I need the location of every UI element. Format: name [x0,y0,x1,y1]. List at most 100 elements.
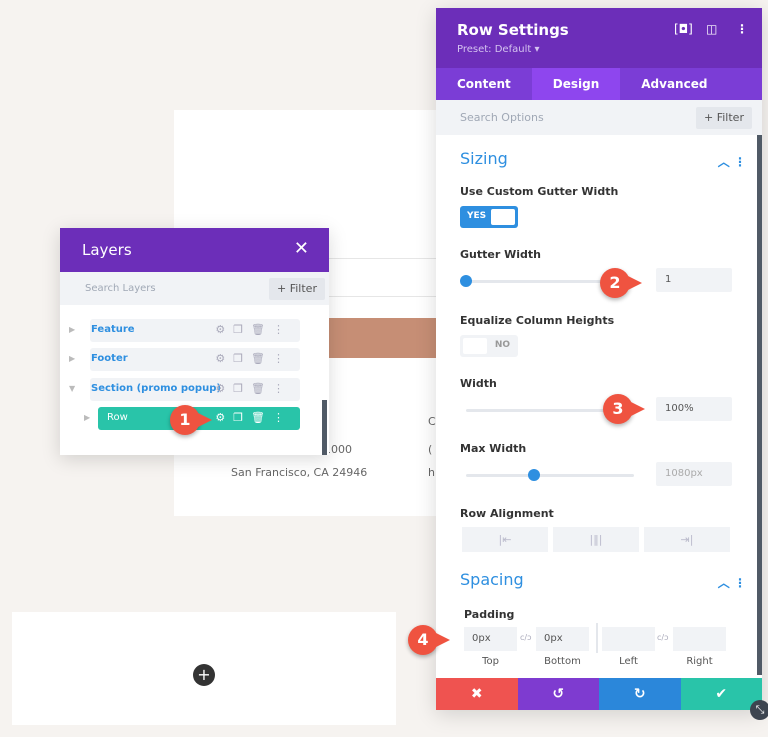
focus-icon[interactable]: [◘] [674,22,693,36]
label: Right [686,656,713,667]
label: Top [482,656,499,667]
link-icon[interactable]: c/ↄ [657,633,669,642]
sizing-controls[interactable]: ︿ ⋮ [718,153,746,170]
custom-gutter-toggle[interactable]: YES [460,206,518,228]
slider-handle[interactable] [528,469,540,481]
label: Use Custom Gutter Width [460,185,619,198]
label: Padding [464,608,515,621]
resize-icon: ⤡ [755,703,765,716]
label: Row Alignment [460,507,554,520]
chevron-up-icon[interactable]: ︿ [717,576,730,590]
padding-bottom-input[interactable]: 0px [536,627,589,651]
align-right-icon: ⇥| [680,533,694,546]
label: Left [619,656,638,667]
label: Gutter Width [460,248,541,261]
width-slider[interactable] [466,409,634,412]
preset-dropdown[interactable]: Preset: Default ▾ [457,44,540,55]
padding-top-input[interactable]: 0px [464,627,517,651]
resize-handle[interactable]: ⤡ [750,700,768,720]
address-line: 1000 [324,443,352,456]
search-input[interactable]: Search Options [460,111,544,124]
add-module-button[interactable]: + [193,664,215,686]
search-options[interactable]: Search Options + Filter [436,100,762,135]
scrollbar[interactable] [757,135,762,675]
layer-actions[interactable]: ⚙❐🗑⋮ [215,382,292,395]
label: Max Width [460,442,527,455]
layer-label: Row [107,412,128,423]
tab-bar: Content Design Advanced [436,68,762,100]
text: ( [428,443,433,456]
gutter-width-slider[interactable] [460,275,634,287]
more-vertical-icon[interactable]: ⋮ [734,576,746,590]
split-view-icon[interactable]: ◫ [706,22,718,36]
step-marker: 1 [170,405,212,435]
width-input[interactable]: 100% [656,397,732,421]
step-marker: 4 [408,625,450,655]
tab-advanced[interactable]: Advanced [641,77,708,91]
panel-footer: ✖ ↺ ↻ ✔ [436,678,762,710]
expand-arrow-icon[interactable]: ▶ [69,354,76,363]
link-icon[interactable]: c/ↄ [520,633,532,642]
row-settings-panel: Row Settings Preset: Default ▾ [◘] ◫ ⋮ C… [436,8,762,710]
layers-title: Layers [82,241,132,259]
redo-button[interactable]: ↻ [599,678,681,710]
padding-right-input[interactable] [673,627,726,651]
padding-left-input[interactable] [602,627,655,651]
align-right-button[interactable]: ⇥| [644,527,730,552]
expand-arrow-icon[interactable]: ▶ [84,413,91,422]
collapse-arrow-icon[interactable]: ▼ [69,384,76,393]
layer-label: Feature [91,324,135,335]
align-left-icon: |⇤ [498,533,512,546]
align-left-button[interactable]: |⇤ [462,527,548,552]
layer-label: Section (promo popup) [91,383,221,394]
more-vertical-icon[interactable]: ⋮ [734,155,746,169]
close-icon[interactable]: ✕ [293,238,309,259]
filter-button[interactable]: + Filter [269,278,325,300]
label: Equalize Column Heights [460,314,615,327]
layer-actions[interactable]: ⚙❐🗑⋮ [215,411,292,424]
layers-search[interactable]: Search Layers + Filter [60,272,329,305]
equalize-heights-toggle[interactable]: NO [460,335,518,357]
accent-band [324,318,436,358]
text: C [428,415,436,428]
more-vertical-icon[interactable]: ⋮ [736,22,748,36]
layer-item-footer[interactable]: Footer ⚙❐🗑⋮ [90,348,300,371]
step-marker: 2 [600,268,642,298]
scrollbar[interactable] [322,400,327,455]
toggle-knob [491,209,515,225]
layer-label: Footer [91,353,128,364]
section-spacing-title[interactable]: Spacing [460,570,524,589]
layers-header: Layers ✕ [60,228,329,272]
max-width-slider[interactable] [466,469,634,481]
label: Bottom [544,656,581,667]
align-center-button[interactable]: |‖| [553,527,639,552]
step-marker: 3 [603,394,645,424]
expand-arrow-icon[interactable]: ▶ [69,325,76,334]
tab-design[interactable]: Design [531,68,621,100]
gutter-width-input[interactable]: 1 [656,268,732,292]
slider-handle[interactable] [460,275,472,287]
layer-actions[interactable]: ⚙❐🗑⋮ [215,352,292,365]
section-sizing-title[interactable]: Sizing [460,149,508,168]
cancel-button[interactable]: ✖ [436,678,518,710]
layer-item-feature[interactable]: Feature ⚙❐🗑⋮ [90,319,300,342]
toggle-label: YES [467,211,487,221]
text: h [428,466,435,479]
layer-item-section-promo-popup[interactable]: Section (promo popup) ⚙❐🗑⋮ [90,378,300,401]
chevron-up-icon[interactable]: ︿ [717,155,730,169]
panel-title: Row Settings [457,21,569,39]
layer-actions[interactable]: ⚙❐🗑⋮ [215,323,292,336]
spacing-controls[interactable]: ︿ ⋮ [718,574,746,591]
align-center-icon: |‖| [589,533,603,546]
search-layers-input[interactable]: Search Layers [85,283,156,294]
toggle-knob [463,338,487,354]
filter-button[interactable]: + Filter [696,107,752,129]
label: Width [460,377,497,390]
address-line: San Francisco, CA 24946 [231,466,368,479]
plus-icon: + [197,665,211,684]
max-width-input[interactable]: 1080px [656,462,732,486]
undo-button[interactable]: ↺ [517,678,599,710]
toggle-label: NO [494,340,510,350]
save-button[interactable]: ✔ [680,678,762,710]
tab-content[interactable]: Content [457,77,511,91]
